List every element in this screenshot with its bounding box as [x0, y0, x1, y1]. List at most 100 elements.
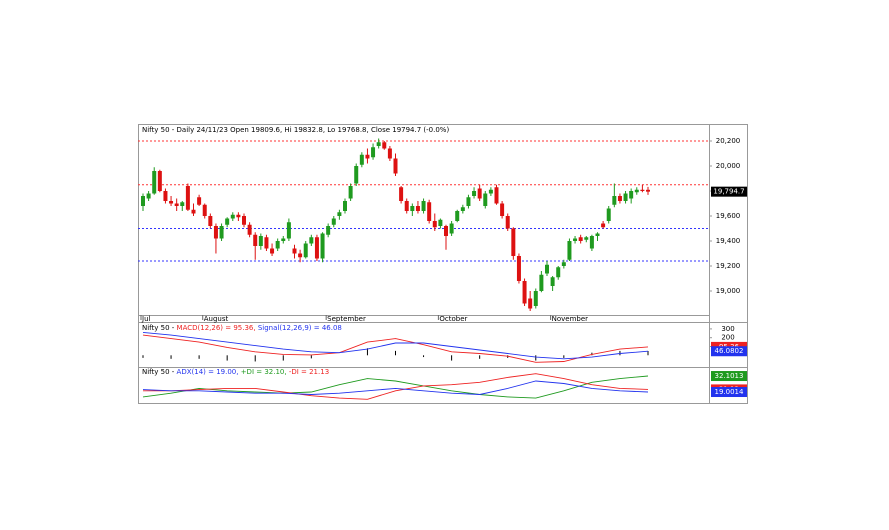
x-tick-label: September: [327, 315, 366, 323]
candle-body: [286, 222, 291, 239]
candle-body: [230, 214, 235, 219]
candle-body: [472, 191, 477, 196]
series-line: [142, 375, 649, 399]
title-part: Nifty 50 -: [142, 368, 177, 376]
candle-body: [550, 277, 555, 286]
y-tick-label: 19,600: [716, 212, 741, 220]
candle-body: [376, 142, 381, 146]
candle-body: [343, 201, 347, 211]
candle-body: [270, 248, 275, 254]
candle-body: [539, 274, 544, 291]
candle-body: [202, 204, 207, 216]
frame: [138, 124, 748, 404]
candle-body: [309, 237, 314, 244]
x-tick-label: Jul: [141, 315, 151, 323]
last-value-box: [711, 371, 747, 382]
candle-body: [567, 241, 572, 260]
candle-body: [483, 193, 488, 206]
candle-body: [331, 218, 336, 225]
candle-body: [236, 214, 241, 218]
y-tick-label: 19,400: [716, 237, 741, 245]
title-part: Signal(12,26,9) = 46.08: [258, 324, 342, 332]
candle-body: [348, 186, 353, 199]
candle-body: [404, 201, 409, 211]
candle-body: [157, 171, 162, 191]
candle-body: [180, 202, 185, 206]
series-line: [143, 373, 649, 400]
candle-body: [410, 206, 415, 211]
candle-body: [623, 193, 628, 201]
candle-body: [646, 189, 650, 192]
candle-body: [275, 241, 280, 249]
candle-body: [533, 291, 538, 306]
candle-body: [258, 236, 263, 246]
y-tick-label: 200: [721, 334, 734, 342]
candle-body: [337, 212, 342, 216]
chart-title: Nifty 50 - Daily 24/11/23 Open 19809.6, …: [142, 126, 449, 134]
candle-body: [365, 154, 370, 159]
title-part: +DI = 32.10,: [241, 368, 289, 376]
y-tick-label: 19,200: [716, 262, 741, 270]
last-value-label: 46.0802: [715, 347, 744, 355]
candle-body: [399, 187, 404, 201]
x-tick-label: November: [552, 315, 589, 323]
candle-body: [421, 201, 426, 211]
x-tick-label: August: [204, 315, 229, 323]
candle-body: [640, 189, 645, 191]
candle-body: [438, 219, 443, 226]
candle-body: [455, 211, 460, 221]
candle-body: [225, 218, 230, 225]
candle-body: [387, 148, 392, 159]
candle-body: [584, 237, 589, 240]
candle-body: [606, 208, 611, 221]
candle-body: [449, 223, 454, 234]
candle-body: [415, 206, 420, 211]
candle-body: [629, 191, 634, 199]
candle-body: [219, 226, 224, 239]
candle-body: [247, 224, 252, 235]
candle-body: [146, 193, 151, 199]
candle-body: [281, 238, 286, 241]
candle-body: [208, 216, 213, 226]
candle-body: [460, 207, 465, 211]
candle-body: [432, 221, 437, 228]
last-value-label: 32.1013: [715, 372, 744, 380]
panel-title: Nifty 50 - MACD(12,26) = 95.36, Signal(1…: [142, 324, 342, 332]
candle-body: [573, 238, 578, 241]
candle-body: [511, 228, 516, 256]
candle-body: [326, 226, 331, 235]
candle-body: [303, 243, 308, 258]
candle-body: [298, 253, 303, 258]
candle-body: [359, 154, 364, 165]
candle-body: [634, 189, 639, 193]
x-tick-label: October: [439, 315, 467, 323]
candle-body: [561, 262, 566, 266]
last-price-box: [711, 186, 747, 197]
candle-body: [477, 188, 482, 199]
candle-body: [264, 237, 269, 249]
y-tick-label: 19,000: [716, 287, 741, 295]
candle-body: [500, 203, 505, 216]
candle-body: [185, 186, 190, 210]
last-value-label: 19.0014: [715, 388, 744, 396]
candle-body: [528, 298, 533, 309]
candle-body: [320, 233, 325, 259]
candle-body: [595, 233, 600, 236]
candle-body: [314, 237, 319, 259]
y-tick-label: 20,000: [716, 162, 741, 170]
series-line: [142, 334, 649, 363]
candle-body: [197, 197, 202, 205]
last-price-label: 19,794.7: [713, 188, 744, 196]
candle-body: [371, 147, 376, 158]
candle-body: [382, 142, 387, 149]
title-part: -DI = 21.13: [289, 368, 329, 376]
candle-body: [242, 216, 246, 225]
title-part: ADX(14) = 19.00,: [177, 368, 241, 376]
candle-body: [169, 201, 174, 204]
candle-body: [253, 234, 258, 246]
last-value-box: [711, 387, 747, 398]
candle-body: [505, 216, 510, 229]
series-line: [142, 380, 649, 395]
